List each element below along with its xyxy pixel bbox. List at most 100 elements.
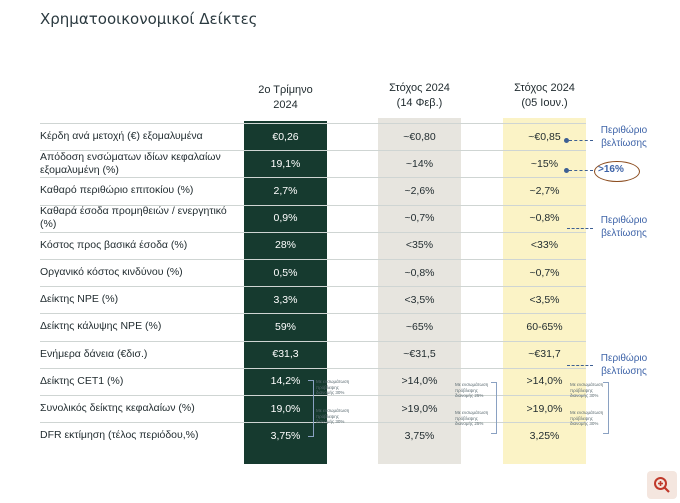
annotation-improve-3-l2: βελτίωσης — [601, 366, 647, 377]
annotation-improve-1-l1: Περιθώριο — [600, 125, 648, 136]
annotation-dot-2 — [564, 168, 569, 173]
cell-q2: €31,3 — [272, 348, 299, 361]
cell-jun: ~€0,85 — [528, 130, 561, 143]
cell-feb: ~2,6% — [404, 184, 435, 197]
annotation-dot-1 — [564, 138, 569, 143]
note-feb: Με ενσωμάτωση πρόβλεψης διανομής 25% — [455, 382, 499, 399]
row-divider — [40, 340, 586, 342]
note-junb-l2: πρόβλεψης — [570, 415, 593, 421]
roe-target-label: >16% — [598, 164, 624, 175]
cell-jun: 3,25% — [529, 429, 560, 442]
page-title: Χρηματοοικονομικοί Δείκτες — [40, 10, 258, 28]
cell-q2: 2,7% — [273, 184, 298, 197]
row-label: Οργανικό κόστος κινδύνου (%) — [40, 266, 183, 279]
note-jun-l2: πρόβλεψης — [570, 387, 593, 393]
note-feb-l3: διανομής 25% — [455, 393, 484, 398]
cell-q2: 0,9% — [273, 212, 298, 225]
cell-q2: 14,2% — [270, 375, 301, 388]
cell-feb: ~14% — [405, 157, 434, 170]
cell-jun: <3,5% — [529, 293, 560, 306]
header-q2-line2: 2024 — [273, 99, 298, 111]
note-q2b-l2: πρόβλεψης — [316, 413, 339, 419]
row-label: DFR εκτίμηση (τέλος περιόδου,%) — [40, 429, 199, 442]
note-q2: Με ενσωμάτωση πρόβλεψης διανομής 30% — [316, 379, 360, 396]
note-febb-l3: διανομής 25% — [455, 421, 484, 426]
row-label: Δείκτης κάλυψης NPE (%) — [40, 320, 162, 333]
note-junb-l1: Με ενσωμάτωση — [570, 410, 604, 415]
note-feb-b: Με ενσωμάτωση πρόβλεψης διανομής 25% — [455, 410, 499, 427]
row-divider — [40, 150, 586, 152]
row-label: Ενήμερα δάνεια (€δισ.) — [40, 347, 148, 360]
cell-feb: ~65% — [405, 320, 434, 333]
cell-q2: 3,75% — [270, 429, 301, 442]
note-jun-l1: Με ενσωμάτωση — [570, 382, 604, 387]
annotation-dash-3 — [567, 228, 593, 229]
header-q2-line1: 2ο Τρίμηνο — [258, 84, 313, 96]
cell-jun: ~15% — [530, 157, 559, 170]
cell-q2: 3,3% — [273, 293, 298, 306]
note-q2-b: Με ενσωμάτωση πρόβλεψης διανομής 30% — [316, 408, 360, 425]
note-jun: Με ενσωμάτωση πρόβλεψης διανομής 30% — [570, 382, 614, 399]
header-feb: Στόχος 2024 (14 Φεβ.) — [378, 81, 461, 111]
cell-feb: <3,5% — [404, 293, 435, 306]
cell-jun: <33% — [530, 239, 559, 252]
row-divider — [40, 313, 586, 315]
annotation-improve-2: Περιθώριο βελτίωσης — [594, 214, 654, 240]
jun-bracket — [603, 382, 609, 434]
cell-q2: 19,1% — [270, 157, 301, 170]
cell-jun: ~2,7% — [529, 184, 560, 197]
row-divider — [40, 231, 586, 233]
note-q2b-l3: διανομής 30% — [316, 419, 345, 424]
annotation-improve-3: Περιθώριο βελτίωσης — [594, 352, 654, 378]
cell-jun: >19,0% — [526, 402, 563, 415]
header-feb-line1: Στόχος 2024 — [389, 82, 450, 94]
cell-feb: <35% — [405, 239, 434, 252]
row-divider — [40, 123, 586, 124]
header-jun-line2: (05 Ιουν.) — [521, 97, 568, 109]
row-divider — [40, 204, 586, 206]
cell-jun: ~0,8% — [529, 212, 560, 225]
cell-jun: >14,0% — [526, 375, 563, 388]
note-q2-l3: διανομής 30% — [316, 390, 345, 395]
cell-feb: 3,75% — [404, 429, 435, 442]
header-q2: 2ο Τρίμηνο 2024 — [244, 83, 327, 113]
cell-q2: 19,0% — [270, 402, 301, 415]
header-feb-line2: (14 Φεβ.) — [396, 97, 443, 109]
note-febb-l1: Με ενσωμάτωση — [455, 410, 489, 415]
cell-q2: 28% — [274, 239, 296, 252]
annotation-improve-2-l2: βελτίωσης — [601, 228, 647, 239]
annotation-improve-2-l1: Περιθώριο — [600, 215, 648, 226]
row-label: Δείκτης CET1 (%) — [40, 374, 124, 387]
jun-column-bg — [503, 118, 586, 464]
row-divider — [40, 286, 586, 288]
note-junb-l3: διανομής 30% — [570, 421, 599, 426]
cell-feb: ~€31,5 — [403, 348, 436, 361]
zoom-button[interactable] — [647, 471, 677, 499]
row-label: Καθαρά έσοδα προμηθειών / ενεργητικό (%) — [40, 205, 227, 231]
cell-q2: €0,26 — [272, 130, 299, 143]
note-feb-l1: Με ενσωμάτωση — [455, 382, 489, 387]
row-label: Κέρδη ανά μετοχή (€) εξομαλυμένα — [40, 130, 203, 143]
note-q2-l1: Με ενσωμάτωση — [316, 379, 350, 384]
zoom-in-icon — [654, 477, 670, 493]
annotation-improve-1: Περιθώριο βελτίωσης — [594, 124, 654, 150]
row-label: Δείκτης NPE (%) — [40, 293, 119, 306]
row-label: Απόδοση ενσώματων ιδίων κεφαλαίων εξομαλ… — [40, 150, 221, 176]
cell-feb: ~0,8% — [404, 266, 435, 279]
row-divider — [40, 259, 586, 260]
annotation-improve-1-l2: βελτίωσης — [601, 138, 647, 149]
annotation-dash-1 — [569, 140, 593, 141]
annotation-improve-3-l1: Περιθώριο — [600, 353, 648, 364]
feb-bracket — [491, 382, 497, 434]
cell-feb: >19,0% — [401, 402, 438, 415]
note-jun-b: Με ενσωμάτωση πρόβλεψης διανομής 30% — [570, 410, 614, 427]
cell-q2: 0,5% — [273, 266, 298, 279]
note-febb-l2: πρόβλεψης — [455, 415, 478, 421]
note-feb-l2: πρόβλεψης — [455, 387, 478, 393]
annotation-dash-4 — [567, 365, 593, 366]
annotation-dash-2 — [569, 170, 593, 171]
cell-jun: ~0,7% — [529, 266, 560, 279]
note-q2-l2: πρόβλεψης — [316, 384, 339, 390]
row-divider — [40, 177, 586, 179]
cell-feb: ~0,7% — [404, 212, 435, 225]
